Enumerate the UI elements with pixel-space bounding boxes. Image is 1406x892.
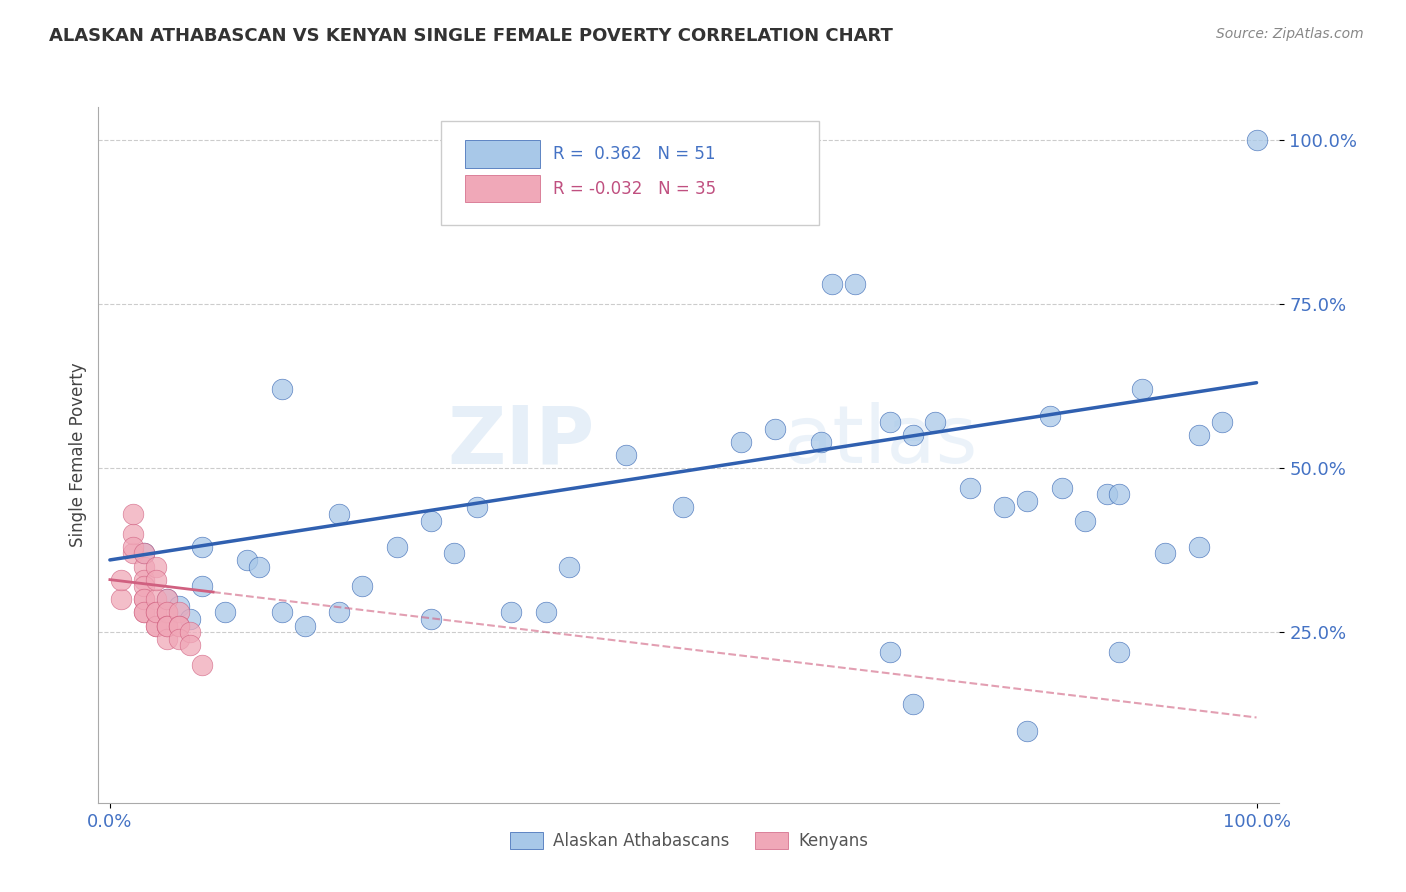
Point (134, 579, 156, 593)
Point (1108, 645, 1130, 659)
Point (121, 546, 143, 560)
Point (763, 422, 786, 436)
Point (844, 277, 866, 292)
Point (465, 500, 488, 515)
Point (134, 546, 156, 560)
Point (145, 618, 167, 632)
Point (1073, 514, 1095, 528)
Text: atlas: atlas (783, 402, 977, 480)
FancyBboxPatch shape (441, 121, 818, 226)
Point (145, 606, 167, 620)
Point (110, 573, 132, 587)
Point (821, 277, 844, 292)
Point (993, 500, 1015, 515)
Point (121, 526, 143, 541)
Point (236, 553, 259, 567)
Point (1017, 723, 1039, 738)
Text: ALASKAN ATHABASCAN VS KENYAN SINGLE FEMALE POVERTY CORRELATION CHART: ALASKAN ATHABASCAN VS KENYAN SINGLE FEMA… (49, 27, 893, 45)
Point (134, 573, 156, 587)
Text: Source: ZipAtlas.com: Source: ZipAtlas.com (1216, 27, 1364, 41)
Point (294, 618, 316, 632)
Point (134, 592, 156, 607)
Point (672, 500, 695, 515)
Point (167, 618, 190, 632)
Point (420, 514, 443, 528)
Point (167, 606, 190, 620)
Point (156, 606, 179, 620)
Point (167, 632, 190, 646)
Point (134, 592, 156, 607)
Point (134, 546, 156, 560)
Legend: Alaskan Athabascans, Kenyans: Alaskan Athabascans, Kenyans (503, 826, 875, 857)
Point (156, 592, 179, 607)
Point (420, 612, 443, 626)
Point (190, 579, 212, 593)
Point (156, 618, 179, 632)
Point (924, 415, 946, 429)
Point (1211, 415, 1233, 429)
Point (145, 573, 167, 587)
Point (1050, 481, 1073, 495)
Text: R =  0.362   N = 51: R = 0.362 N = 51 (553, 145, 716, 163)
Point (134, 606, 156, 620)
Point (557, 559, 579, 574)
Point (1188, 540, 1211, 554)
Point (730, 434, 752, 449)
Point (145, 606, 167, 620)
Point (156, 592, 179, 607)
Point (879, 645, 901, 659)
Point (810, 434, 832, 449)
Point (614, 448, 637, 462)
Point (1097, 487, 1119, 501)
Point (179, 612, 201, 626)
Point (156, 606, 179, 620)
Point (145, 559, 167, 574)
Point (214, 606, 236, 620)
Point (328, 606, 350, 620)
FancyBboxPatch shape (464, 140, 540, 168)
Y-axis label: Single Female Poverty: Single Female Poverty (69, 363, 87, 547)
Point (179, 638, 201, 652)
Point (328, 507, 350, 521)
Point (443, 546, 465, 560)
Point (167, 618, 190, 632)
Point (190, 657, 212, 672)
Point (145, 618, 167, 632)
Point (1188, 428, 1211, 442)
Point (901, 428, 924, 442)
Point (385, 540, 408, 554)
Point (121, 540, 143, 554)
Point (190, 540, 212, 554)
Point (270, 606, 292, 620)
Point (901, 698, 924, 712)
Point (134, 559, 156, 574)
Point (156, 632, 179, 646)
Point (270, 382, 292, 396)
Point (121, 507, 143, 521)
Point (501, 606, 523, 620)
Point (1108, 487, 1130, 501)
Point (167, 599, 190, 613)
Point (1246, 133, 1268, 147)
Point (352, 579, 374, 593)
Point (1039, 409, 1062, 423)
Point (145, 592, 167, 607)
Point (156, 618, 179, 632)
Point (1130, 382, 1153, 396)
Point (179, 625, 201, 640)
Point (1017, 494, 1039, 508)
Point (134, 606, 156, 620)
Text: R = -0.032   N = 35: R = -0.032 N = 35 (553, 180, 716, 198)
Point (156, 618, 179, 632)
FancyBboxPatch shape (464, 175, 540, 202)
Point (247, 559, 270, 574)
Point (534, 606, 557, 620)
Text: ZIP: ZIP (447, 402, 595, 480)
Point (110, 592, 132, 607)
Point (879, 415, 901, 429)
Point (1153, 546, 1175, 560)
Point (959, 481, 981, 495)
